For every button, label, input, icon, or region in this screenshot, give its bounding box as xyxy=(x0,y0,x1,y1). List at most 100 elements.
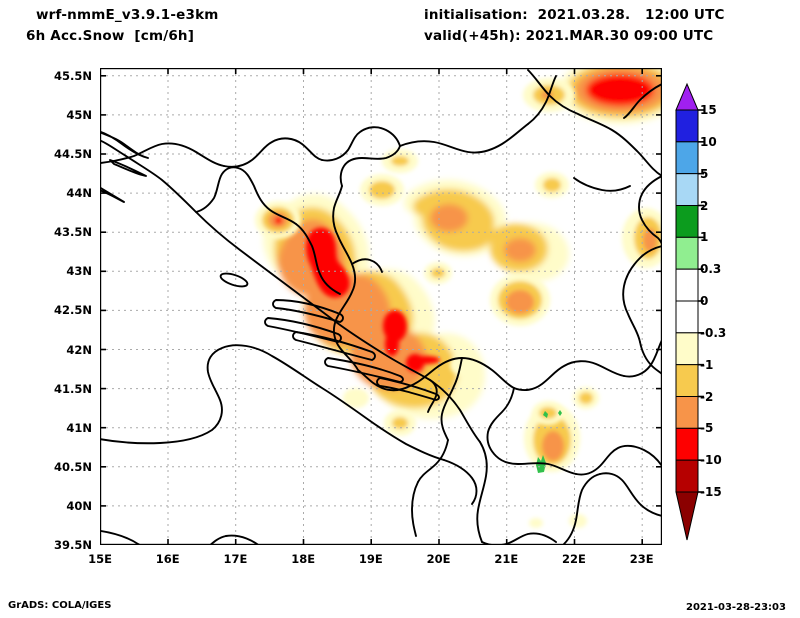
model-title: wrf-nmmE_v3.9.1-e3km xyxy=(36,7,219,23)
longitude-tick-label: 23E xyxy=(629,552,654,566)
longitude-tick-label: 19E xyxy=(358,552,383,566)
latitude-tick-label: 45N xyxy=(66,107,92,122)
latitude-tick-label: 43N xyxy=(66,264,92,279)
colorbar-band xyxy=(675,173,699,206)
colorbar-tick-label: -15 xyxy=(700,485,722,499)
latitude-tick-label: 39.5N xyxy=(54,538,92,552)
colorbar-band xyxy=(675,109,699,143)
colorbar-tick-label: 1 xyxy=(700,230,709,245)
colorbar-band xyxy=(675,364,699,397)
snow-shading-layer xyxy=(255,68,662,528)
coastline-italy-south xyxy=(100,529,227,545)
latitude-tick-label: 42N xyxy=(66,342,92,357)
map-gridlines xyxy=(100,68,662,545)
colorbar-tick-label: 10 xyxy=(700,134,717,149)
colorbar-tick-label: -5 xyxy=(700,421,714,436)
border-romania-ne xyxy=(623,83,662,119)
coastline-italy-heel xyxy=(225,534,260,545)
plot-frame xyxy=(100,68,662,545)
snow-blob-nw-small xyxy=(360,174,404,206)
colorbar-tick-label: 5 xyxy=(700,166,709,181)
latitude-tick-label: 45.5N xyxy=(54,68,92,83)
border-serbia-bosnia xyxy=(357,357,515,392)
border-romania-serbia-danube xyxy=(638,175,662,245)
border-bosnia-pocket xyxy=(351,258,383,273)
border-serbia-romania xyxy=(622,245,662,343)
border-slovenia-croatia xyxy=(223,137,323,168)
latitude-tick-label: 41N xyxy=(66,420,92,435)
latitude-tick-label: 40.5N xyxy=(54,459,92,474)
snow-blob-n-edge xyxy=(382,149,418,173)
border-bosnia-croatia-sava xyxy=(332,185,359,371)
colorbar-tick-label: 15 xyxy=(700,103,717,117)
border-montenegro-serbia xyxy=(440,357,463,441)
border-greece-bulgaria xyxy=(599,472,662,517)
grads-credit: GrADS: COLA/IGES xyxy=(8,600,112,611)
colorbar-tick-label: -10 xyxy=(700,453,722,468)
snow-blob-e-serbia xyxy=(535,172,569,198)
border-romania-north xyxy=(527,69,662,177)
border-hungary-serbia xyxy=(399,123,529,154)
island-dugi-otok xyxy=(272,299,344,323)
snow-blob-e-band xyxy=(490,274,550,326)
border-croatia-hungary-west xyxy=(321,126,401,162)
snow-blob-east-edge xyxy=(622,208,662,268)
border-macedonia-north xyxy=(486,387,577,475)
colorbar-band xyxy=(675,427,699,461)
colorbar-band xyxy=(675,459,699,493)
border-albania-montenegro xyxy=(417,439,449,483)
border-serbia-romania-n xyxy=(639,341,662,375)
longitude-tick-label: 22E xyxy=(562,552,586,566)
colorbar-band xyxy=(675,236,699,270)
latitude-tick-label: 41.5N xyxy=(54,381,92,396)
colorbar-band xyxy=(675,141,699,175)
snow-blob-kosovo-north xyxy=(532,401,564,425)
border-hungary-romania xyxy=(527,75,557,125)
initialisation-time: initialisation: 2021.03.28. 12:00 UTC xyxy=(424,7,725,23)
map-canvas xyxy=(100,68,662,545)
colorbar-tick-label: 2 xyxy=(700,198,709,213)
longitude-tick-label: 20E xyxy=(426,552,451,566)
longitude-tick-label: 17E xyxy=(223,552,248,566)
colorbar-tick-label: -0.3 xyxy=(700,325,727,340)
colorbar-swatches xyxy=(675,82,704,541)
island-vis xyxy=(219,272,249,288)
snow-band-north-serbia xyxy=(403,179,570,282)
latitude-tick-label: 40N xyxy=(66,498,92,513)
border-bosnia-north xyxy=(295,223,341,295)
coastline-kotor xyxy=(427,379,438,413)
river-danube-segment xyxy=(573,177,631,192)
colorbar-tick-label: -1 xyxy=(700,357,714,372)
border-macedonia-greece xyxy=(563,473,601,545)
longitude-tick-label: 18E xyxy=(291,552,316,566)
colorbar-band xyxy=(675,332,699,366)
map-coastlines-borders xyxy=(100,69,662,545)
border-albania-east xyxy=(411,481,419,537)
map-plot-area xyxy=(100,68,662,545)
colorbar-extend-top xyxy=(675,82,699,111)
field-title: 6h Acc.Snow [cm/6h] xyxy=(26,28,195,44)
snow-blob-s-serbia xyxy=(573,387,599,409)
snow-positive-spot-small xyxy=(543,410,562,418)
border-albania-greece xyxy=(481,532,557,545)
longitude-tick-label: 15E xyxy=(88,552,112,566)
colorbar-band xyxy=(675,268,699,302)
colorbar[interactable]: 15 10 5 2 1 0.3 0 -0.3 -1 -2 -5 -10 -15 xyxy=(670,82,790,542)
snow-blob-montenegro xyxy=(384,410,416,436)
island-rab xyxy=(109,159,147,177)
latitude-tick-label: 42.5N xyxy=(54,303,92,318)
snow-blob-ne-romania xyxy=(559,68,662,124)
latitude-tick-label: 44.5N xyxy=(54,147,92,162)
border-serbia-south xyxy=(513,360,625,392)
coastline-italy-gargano xyxy=(443,459,478,505)
colorbar-band xyxy=(675,205,699,238)
border-serbia-romania-south xyxy=(623,339,662,378)
border-slovenia xyxy=(100,142,225,167)
border-bulgaria-macedonia xyxy=(575,444,662,476)
island-peljesac xyxy=(376,377,440,401)
coastline-adriatic-east xyxy=(100,139,431,381)
latitude-tick-label: 44N xyxy=(66,186,92,201)
colorbar-tick-label: 0.3 xyxy=(700,262,722,277)
coastline-albania xyxy=(476,441,488,543)
latitude-tick-label: 43.5N xyxy=(54,225,92,240)
